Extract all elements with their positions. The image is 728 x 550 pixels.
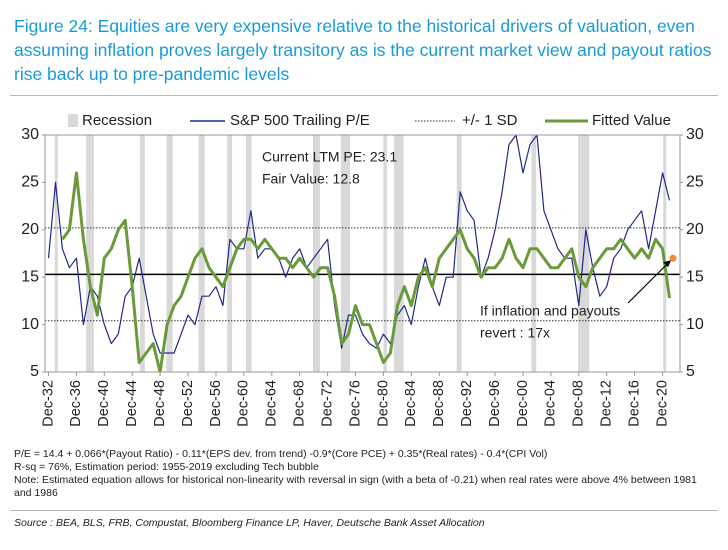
note: P/E = 14.4 + 0.066*(Payout Ratio) - 0.11… [14,448,548,460]
x-tick-label: Dec-68 [292,380,308,427]
divider [10,95,718,96]
x-tick-label: Dec-48 [152,380,168,427]
x-tick-label: Dec-20 [654,380,670,427]
annotation: If inflation and payouts [480,303,620,319]
x-tick-label: Dec-16 [626,380,642,427]
y2-tick-label: 5 [686,363,695,380]
y2-tick-label: 25 [686,174,704,191]
series-line [61,171,671,372]
annotation: revert : 17x [480,325,550,341]
y-tick-label: 20 [21,221,39,238]
plot-area [45,135,680,372]
y-tick-label: 10 [21,316,39,333]
source: Source : BEA, BLS, FRB, Compustat, Bloom… [14,517,485,529]
y2-tick-label: 15 [686,268,704,285]
x-tick-label: Dec-72 [319,380,335,427]
recession-band [245,135,252,372]
recession-band [227,135,233,372]
note: Note: Estimated equation allows for hist… [14,474,697,499]
y-tick-label: 15 [21,268,39,285]
x-tick-label: Dec-84 [403,380,419,427]
x-tick-label: Dec-52 [180,380,196,427]
x-tick-label: Dec-40 [96,380,112,427]
recession-band [531,135,537,372]
x-tick-label: Dec-88 [431,380,447,427]
recession-band [383,135,387,372]
x-tick-label: Dec-92 [459,380,475,427]
x-tick-label: Dec-04 [543,380,559,427]
chart: 5 10 15 20 25 30 5 10 15 20 25 30 Dec-32 Dec-36 Dec-40… [21,112,704,427]
y-tick-label: 5 [30,363,39,380]
arrow-head [663,260,672,268]
x-tick-label: Dec-44 [124,380,140,427]
recession-band [340,135,350,372]
recession-band [54,135,58,372]
recession-band [86,135,94,372]
y-tick-label: 25 [21,174,39,191]
y-tick-label: 30 [21,126,39,143]
legend-swatch [68,114,78,127]
x-tick-label: Dec-80 [375,380,391,427]
x-tick-label: Dec-60 [236,380,252,427]
legend-label: +/- 1 SD [462,112,518,129]
recession-band [393,135,404,372]
recession-band [456,135,462,372]
note: R-sq = 76%, Estimation period: 1955-2019… [14,461,319,473]
legend-label: Recession [82,112,152,129]
x-tick-label: Dec-00 [515,380,531,427]
y2-tick-label: 30 [686,126,704,143]
legend-label: Fitted Value [592,112,671,129]
chart-title: Figure 24: Equities are very expensive r… [14,16,712,84]
legend-label: S&P 500 Trailing P/E [230,112,370,129]
x-tick-label: Dec-12 [599,380,615,427]
projection-point [669,254,677,262]
x-tick-label: Dec-32 [40,380,56,427]
annotation: Current LTM PE: 23.1 [262,149,397,165]
plot-frame [44,134,681,373]
divider [10,510,718,511]
y2-tick-label: 10 [686,316,704,333]
y2-tick-label: 20 [686,221,704,238]
annotation: Fair Value: 12.8 [262,171,360,187]
recession-band [139,135,145,372]
x-tick-label: Dec-64 [264,380,280,427]
recession-band [198,135,205,372]
x-tick-label: Dec-76 [347,380,363,427]
arrow [627,261,670,304]
x-tick-label: Dec-36 [68,380,84,427]
x-tick-label: Dec-56 [208,380,224,427]
x-tick-label: Dec-96 [487,380,503,427]
recession-band [166,135,173,372]
x-tick-label: Dec-08 [571,380,587,427]
